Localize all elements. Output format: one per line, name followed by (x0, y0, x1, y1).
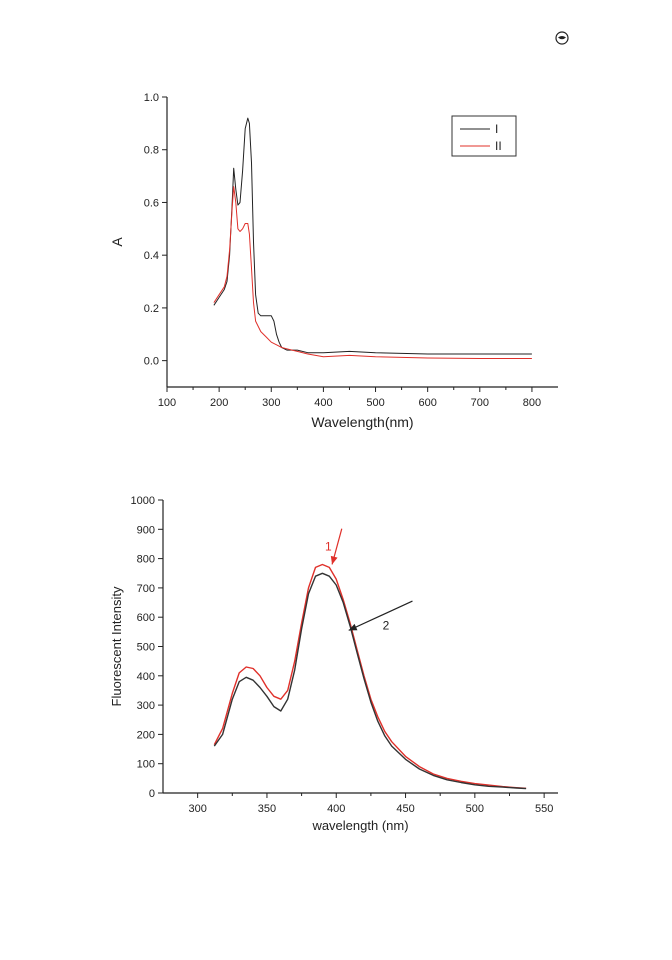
y-tick-label: 0 (149, 788, 155, 800)
y-axis-label: Fluorescent Intensity (109, 586, 124, 706)
x-tick-label: 350 (258, 803, 276, 815)
annotation-arrow-2 (348, 600, 413, 631)
series-line-1 (213, 117, 532, 355)
x-tick-label: 300 (188, 803, 206, 815)
y-tick-label: 0.2 (144, 303, 159, 315)
x-tick-label: 700 (471, 397, 489, 409)
y-tick-label: 0.8 (144, 145, 159, 157)
x-tick-label: 500 (466, 803, 484, 815)
x-tick-label: 600 (418, 397, 436, 409)
annotation-arrowhead-1 (330, 555, 338, 565)
x-tick-label: 400 (327, 803, 345, 815)
y-tick-label: 100 (137, 759, 155, 771)
y-tick-label: 700 (137, 583, 155, 595)
y-tick-label: 0.4 (144, 250, 159, 262)
corner-logo-icon (555, 31, 569, 45)
x-axis-label: Wavelength(nm) (311, 414, 413, 430)
y-tick-label: 0.0 (144, 356, 159, 368)
y-axis-label: A (109, 237, 125, 247)
x-tick-label: 300 (262, 397, 280, 409)
series-line-2 (213, 186, 532, 359)
x-tick-label: 200 (210, 397, 228, 409)
x-tick-label: 450 (396, 803, 414, 815)
y-tick-label: 200 (137, 729, 155, 741)
fluorescence-chart: 300 350 400 450 500 550 0 100 200 300 400 500 600 700… (109, 495, 558, 833)
series-line-1 (213, 563, 527, 789)
y-tick-label: 1000 (131, 495, 155, 507)
x-tick-label: 100 (158, 397, 176, 409)
x-tick-label: 500 (366, 397, 384, 409)
y-tick-label: 600 (137, 612, 155, 624)
x-tick-label: 550 (535, 803, 553, 815)
annotation-arrowhead-2 (348, 623, 358, 631)
annotation-label-1: 1 (325, 540, 332, 554)
legend: I II (451, 115, 517, 157)
y-tick-label: 800 (137, 554, 155, 566)
annotation-label-2: 2 (383, 619, 390, 633)
y-tick-label: 300 (137, 700, 155, 712)
x-tick-label: 400 (314, 397, 332, 409)
y-tick-label: 400 (137, 671, 155, 683)
x-tick-label: 800 (523, 397, 541, 409)
legend-label-i: I (495, 122, 498, 136)
y-tick-label: 1.0 (144, 92, 159, 104)
y-tick-label: 0.6 (144, 197, 159, 209)
y-tick-label: 500 (137, 642, 155, 654)
absorbance-chart: 100 200 300 400 500 600 700 800 0.0 0.2 0.4 0.6 0.8 1… (109, 92, 558, 430)
legend-box (451, 115, 517, 157)
x-axis-label: wavelength (nm) (311, 818, 408, 833)
legend-label-ii: II (495, 139, 502, 153)
y-tick-label: 900 (137, 524, 155, 536)
series-line-2 (213, 572, 527, 790)
